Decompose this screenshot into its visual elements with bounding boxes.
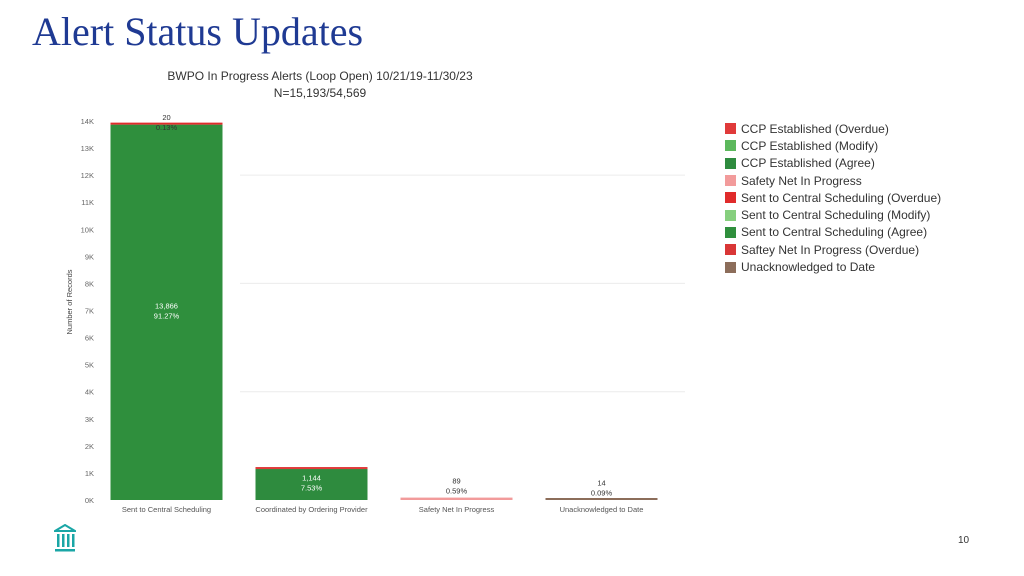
bar-segment <box>400 497 513 500</box>
data-label-count: 20 <box>162 113 170 122</box>
y-axis-label: Number of Records <box>65 269 74 334</box>
x-tick-label: Coordinated by Ordering Provider <box>255 505 368 514</box>
y-tick-label: 5K <box>85 361 94 370</box>
legend-swatch <box>725 175 736 187</box>
legend-swatch <box>725 140 736 152</box>
data-label-count: 14 <box>597 479 605 488</box>
legend-item: CCP Established (Agree) <box>725 155 941 172</box>
page-number: 10 <box>958 535 970 546</box>
legend-label: Sent to Central Scheduling (Modify) <box>741 208 931 223</box>
legend-swatch <box>725 192 736 204</box>
legend-swatch <box>725 123 736 135</box>
data-label-pct: 0.59% <box>446 487 468 496</box>
data-label-count: 13,866 <box>155 301 178 310</box>
legend-label: CCP Established (Overdue) <box>741 121 889 136</box>
chart-subtitle: N=15,193/54,569 <box>273 86 367 100</box>
legend-item: Saftey Net In Progress (Overdue) <box>725 241 941 258</box>
data-label-pct: 0.09% <box>591 489 613 498</box>
x-tick-label: Unacknowledged to Date <box>560 505 644 514</box>
y-tick-label: 7K <box>85 307 94 316</box>
institution-logo-icon <box>54 524 76 552</box>
data-label-pct: 0.13% <box>156 123 178 132</box>
x-tick-label: Safety Net In Progress <box>419 505 495 514</box>
y-tick-label: 12K <box>81 171 94 180</box>
legend-item: CCP Established (Modify) <box>725 137 941 154</box>
data-label-pct: 7.53% <box>301 484 323 493</box>
bar-segment <box>545 498 658 500</box>
y-tick-label: 6K <box>85 334 94 343</box>
data-label-count: 1,144 <box>302 474 321 483</box>
legend-item: Sent to Central Scheduling (Agree) <box>725 224 941 241</box>
legend-label: CCP Established (Agree) <box>741 156 875 171</box>
bar-segment <box>255 467 368 470</box>
bar-segment <box>110 122 223 125</box>
x-tick-label: Sent to Central Scheduling <box>122 505 211 514</box>
legend-label: CCP Established (Modify) <box>741 138 879 153</box>
y-tick-label: 11K <box>81 198 94 207</box>
y-tick-label: 2K <box>85 442 94 451</box>
legend-swatch <box>725 209 736 221</box>
legend-item: Sent to Central Scheduling (Modify) <box>725 206 941 223</box>
y-tick-label: 14K <box>81 117 94 126</box>
legend-swatch <box>725 157 736 169</box>
legend-swatch <box>725 226 736 238</box>
y-tick-label: 9K <box>85 252 94 261</box>
y-tick-label: 10K <box>81 225 94 234</box>
chart-title-block: BWPO In Progress Alerts (Loop Open) 10/2… <box>0 68 640 102</box>
y-tick-label: 1K <box>85 469 94 478</box>
legend-label: Sent to Central Scheduling (Agree) <box>741 225 928 240</box>
legend-item: Sent to Central Scheduling (Overdue) <box>725 189 941 206</box>
legend-label: Unacknowledged to Date <box>741 260 876 275</box>
bar-segment <box>255 469 368 500</box>
data-label-count: 89 <box>452 477 460 486</box>
chart-title: BWPO In Progress Alerts (Loop Open) 10/2… <box>167 69 473 83</box>
data-label-pct: 91.27% <box>154 311 180 320</box>
slide-title: Alert Status Updates <box>32 9 364 54</box>
y-tick-label: 4K <box>85 388 94 397</box>
y-tick-label: 13K <box>81 144 94 153</box>
legend-label: Safety Net In Progress <box>741 173 862 188</box>
bar-segment <box>110 124 223 501</box>
legend-swatch <box>725 261 736 273</box>
y-tick-label: 0K <box>85 496 94 505</box>
legend-label: Saftey Net In Progress (Overdue) <box>741 242 920 257</box>
legend-item: Unacknowledged to Date <box>725 258 941 275</box>
bar-chart: 0K 1K 2K 3K 4K 5K 6K 7K 8K 9K 10K 11K 12K 13K 14K Numbe… <box>65 113 685 514</box>
legend-label: Sent to Central Scheduling (Overdue) <box>741 190 942 205</box>
legend-item: Safety Net In Progress <box>725 172 941 189</box>
y-tick-label: 8K <box>85 279 94 288</box>
legend-swatch <box>725 244 736 256</box>
y-tick-label: 3K <box>85 415 94 424</box>
legend-item: CCP Established (Overdue) <box>725 120 941 137</box>
chart-legend: CCP Established (Overdue) CCP Established… <box>725 120 941 276</box>
